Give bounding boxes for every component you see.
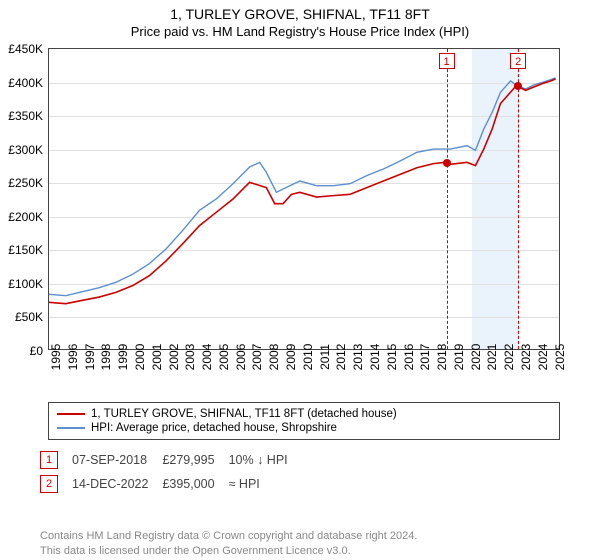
y-axis-label: £450K — [8, 42, 43, 56]
transaction-marker-badge: 1 — [439, 53, 455, 69]
chart-plot-area: £0£50K£100K£150K£200K£250K£300K£350K£400… — [48, 48, 560, 350]
transaction-delta: 10% ↓ HPI — [229, 448, 302, 472]
footer-line-2: This data is licensed under the Open Gov… — [40, 544, 560, 558]
transaction-date: 14-DEC-2022 — [72, 472, 162, 496]
transaction-row: 1 07-SEP-2018£279,99510% ↓ HPI — [40, 448, 302, 472]
footer-line-1: Contains HM Land Registry data © Crown c… — [40, 529, 560, 543]
y-axis-label: £0 — [30, 344, 43, 358]
y-axis-label: £400K — [8, 76, 43, 90]
series-line-hpi — [49, 78, 556, 296]
y-axis-label: £50K — [15, 310, 43, 324]
transaction-marker-badge: 2 — [510, 53, 526, 69]
chart-title: 1, TURLEY GROVE, SHIFNAL, TF11 8FT — [0, 6, 600, 22]
transaction-price: £279,995 — [162, 448, 228, 472]
transaction-marker-line — [447, 49, 448, 349]
chart-legend: 1, TURLEY GROVE, SHIFNAL, TF11 8FT (deta… — [48, 402, 560, 440]
y-axis-label: £250K — [8, 176, 43, 190]
footer-attribution: Contains HM Land Registry data © Crown c… — [40, 529, 560, 558]
y-axis-label: £150K — [8, 243, 43, 257]
transaction-price: £395,000 — [162, 472, 228, 496]
legend-label: 1, TURLEY GROVE, SHIFNAL, TF11 8FT (deta… — [91, 408, 397, 420]
legend-label: HPI: Average price, detached house, Shro… — [91, 422, 337, 434]
legend-swatch — [57, 427, 85, 429]
transactions-table: 1 07-SEP-2018£279,99510% ↓ HPI 2 14-DEC-202… — [40, 448, 560, 496]
transaction-delta: ≈ HPI — [229, 472, 302, 496]
transaction-marker-line — [518, 49, 519, 349]
legend-swatch — [57, 413, 85, 415]
transaction-dot — [514, 82, 522, 90]
legend-item: 1, TURLEY GROVE, SHIFNAL, TF11 8FT (deta… — [57, 407, 551, 421]
y-axis-label: £200K — [8, 210, 43, 224]
transaction-dot — [443, 159, 451, 167]
series-line-property — [49, 79, 556, 304]
y-axis-label: £350K — [8, 109, 43, 123]
legend-item: HPI: Average price, detached house, Shro… — [57, 421, 551, 435]
y-axis-label: £300K — [8, 143, 43, 157]
transaction-badge: 1 — [40, 451, 58, 469]
transaction-row: 2 14-DEC-2022£395,000≈ HPI — [40, 472, 302, 496]
transaction-badge: 2 — [40, 475, 58, 493]
chart-subtitle: Price paid vs. HM Land Registry's House … — [0, 24, 600, 39]
y-axis-label: £100K — [8, 277, 43, 291]
transaction-date: 07-SEP-2018 — [72, 448, 162, 472]
